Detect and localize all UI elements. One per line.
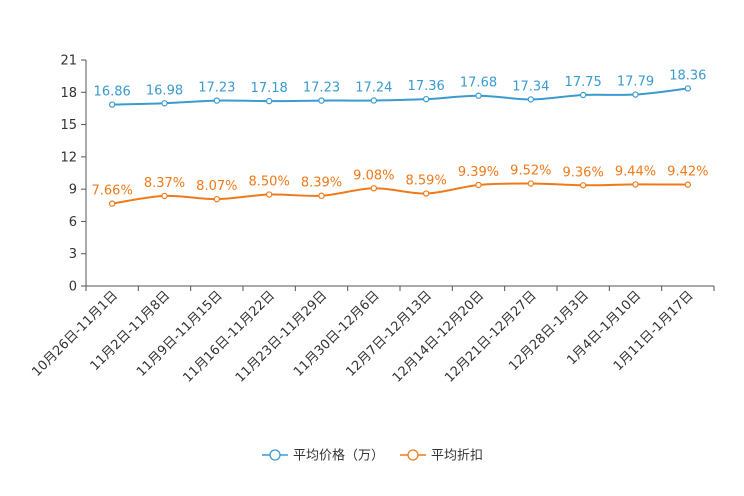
data-label: 17.34: [512, 79, 549, 94]
legend-item-average-discount[interactable]: 平均折扣: [400, 449, 483, 464]
data-point: [108, 101, 116, 108]
data-label: 9.36%: [563, 165, 604, 180]
data-point: [684, 181, 692, 188]
data-label: 9.44%: [615, 164, 656, 179]
series-line: [112, 87, 688, 106]
y-tick-label: 12: [60, 150, 77, 165]
data-point: [579, 182, 587, 189]
data-label: 17.24: [355, 80, 392, 95]
legend-label: 平均价格（万）: [293, 448, 384, 464]
data-point: [213, 97, 221, 104]
data-label: 8.37%: [144, 176, 185, 191]
data-label: 8.07%: [196, 179, 237, 194]
x-tick-label: 10月26日-11月1日: [29, 288, 121, 380]
data-point: [370, 97, 378, 104]
series-average-discount: 7.66% 8.37% 8.07% 8.50% 8.39% 9.08% 8.59% 9.39%…: [92, 164, 708, 207]
legend-item-average-price[interactable]: 平均价格（万）: [262, 448, 384, 464]
data-label: 9.52%: [510, 164, 551, 179]
x-axis-ticks: 10月26日-11月1日11月2日-11月8日11月9日-11月15日11月16…: [29, 286, 715, 386]
y-tick-label: 6: [69, 215, 77, 230]
legend-label: 平均折扣: [431, 449, 483, 464]
series-average-price: 16.86 16.98 17.23 17.18 17.23 17.24 17.36 17.68…: [94, 68, 706, 108]
legend[interactable]: 平均价格（万） 平均折扣: [262, 448, 483, 464]
data-point: [579, 91, 587, 99]
data-point: [318, 192, 325, 199]
data-label: 17.36: [408, 79, 445, 94]
y-tick-label: 3: [69, 247, 77, 262]
data-label: 18.36: [669, 68, 706, 83]
data-point: [161, 192, 168, 200]
data-point: [527, 180, 535, 187]
data-point: [632, 181, 639, 188]
data-label: 16.86: [94, 85, 131, 100]
x-tick-label: 12月14日-12月20日: [390, 288, 487, 385]
data-label: 17.79: [617, 75, 654, 90]
x-tick-label: 11月16日-11月22日: [181, 288, 278, 385]
data-label: 17.75: [565, 75, 602, 90]
data-label: 17.23: [198, 81, 235, 96]
series-group: 16.86 16.98 17.23 17.18 17.23 17.24 17.36 17.68…: [92, 68, 708, 207]
data-label: 9.42%: [667, 165, 708, 180]
data-label: 8.50%: [249, 175, 290, 190]
y-tick-label: 18: [60, 86, 77, 101]
data-label: 9.39%: [458, 165, 499, 180]
y-tick-label: 0: [69, 280, 77, 295]
legend-circle-icon: [269, 449, 281, 461]
data-point: [213, 195, 221, 203]
data-point: [265, 97, 273, 105]
data-point: [422, 95, 430, 103]
series-line: [112, 182, 688, 205]
data-point: [108, 200, 116, 207]
data-point: [475, 181, 482, 189]
y-axis-ticks: 0 3 6 9 12 15 18 21: [60, 54, 86, 295]
data-point: [632, 91, 639, 98]
data-label: 16.98: [146, 83, 183, 98]
data-point: [265, 191, 273, 198]
y-tick-label: 9: [69, 183, 77, 198]
x-tick-label: 11月23日-11月29日: [233, 288, 330, 385]
data-label: 17.23: [303, 81, 340, 96]
legend-circle-icon: [407, 449, 419, 461]
data-point: [475, 92, 482, 99]
data-point: [161, 100, 168, 107]
data-point: [684, 85, 692, 92]
data-point: [370, 185, 378, 192]
data-label: 7.66%: [92, 184, 133, 199]
data-point: [527, 96, 535, 103]
data-point: [422, 190, 430, 197]
y-tick-label: 21: [60, 54, 77, 69]
data-label: 17.68: [460, 76, 497, 91]
data-label: 8.59%: [406, 174, 447, 189]
data-label: 17.18: [251, 81, 288, 96]
data-point: [318, 97, 325, 104]
data-label: 8.39%: [301, 176, 342, 191]
x-tick-label: 12月21日-12月27日: [442, 288, 539, 385]
y-tick-label: 15: [60, 118, 77, 133]
data-label: 9.08%: [353, 168, 394, 183]
